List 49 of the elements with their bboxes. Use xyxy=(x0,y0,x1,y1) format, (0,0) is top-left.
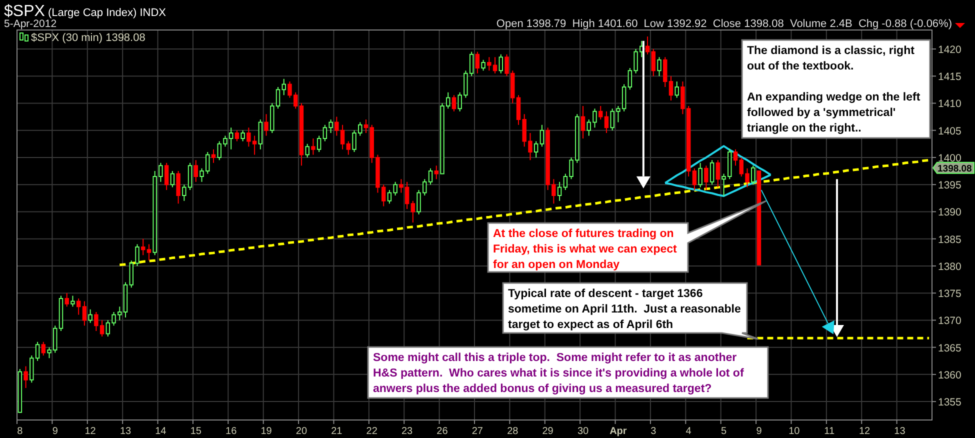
y-tick-label: 1405 xyxy=(938,125,962,138)
annotation: At the close of futures trading on Friday, this is what we can expect for an open on Monday xyxy=(493,228,678,271)
x-tick-label: 9 xyxy=(756,426,762,437)
chart-subtitle: 5-Apr-2012 xyxy=(4,18,57,30)
y-tick-label: 1375 xyxy=(938,288,962,300)
y-tick-label: 1420 xyxy=(938,44,962,56)
x-tick-label: 22 xyxy=(366,426,378,437)
annotation: Typical rate of descent - target 1366 sometime on April 11th. Just a reasonable target to expect as of April 6th xyxy=(508,288,741,331)
x-tick-label: 11 xyxy=(824,426,835,437)
x-tick-label: 20 xyxy=(296,426,308,437)
x-tick-label: 4 xyxy=(686,426,692,437)
x-tick-label: Apr xyxy=(610,426,627,437)
x-tick-label: 5 xyxy=(721,426,727,437)
x-tick-label: 12 xyxy=(858,426,871,437)
y-tick-label: 1360 xyxy=(938,369,962,382)
y-tick-label: 1410 xyxy=(938,98,962,110)
x-tick-label: 9 xyxy=(52,426,58,437)
y-tick-label: 1385 xyxy=(938,234,962,246)
x-tick-label: 21 xyxy=(331,426,343,437)
x-tick-label: 13 xyxy=(894,426,906,437)
x-tick-label: 19 xyxy=(260,426,272,437)
annotation: Open 1398.79 High 1401.60 Low 1392.92 Close 1398.08 Volume 2.4B Chg -0.88 (-0.06%) xyxy=(496,18,952,30)
y-tick-label: 1390 xyxy=(938,206,962,219)
y-tick-label: 1415 xyxy=(938,71,962,84)
annotation: Some might call this a triple top. Some might refer to it as another H&S pattern. Who cares what it is since it's providing a whole lot of anwers plus the added bonus of giving us a measured target? xyxy=(373,352,744,395)
x-tick-label: 3 xyxy=(650,426,657,437)
x-tick-label: 29 xyxy=(542,426,554,437)
x-tick-label: 26 xyxy=(436,426,448,437)
y-tick-label: 1380 xyxy=(938,260,962,273)
x-tick-label: 16 xyxy=(226,426,238,437)
x-tick-label: 23 xyxy=(401,426,414,437)
x-tick-label: 14 xyxy=(155,426,167,437)
x-tick-label: 27 xyxy=(472,426,484,437)
y-tick-label: 1365 xyxy=(938,342,962,354)
y-tick-label: 1400 xyxy=(938,152,962,164)
y-tick-label: 1370 xyxy=(938,315,962,328)
text: 1398.08 xyxy=(938,163,972,174)
y-tick-label: 1395 xyxy=(938,180,962,192)
chart-title: $SPX (Large Cap Index) INDX xyxy=(4,3,167,20)
legend-label: $SPX (30 min) 1398.08 xyxy=(31,32,146,44)
x-tick-label: 8 xyxy=(17,426,24,437)
x-tick-label: 10 xyxy=(788,426,800,437)
text: The diamond is a classic, right out of the textbook. An expanding wedge on the left followed by a 'symmetrical' triangle on the right.. xyxy=(747,45,920,134)
x-tick-label: 28 xyxy=(507,426,519,437)
x-tick-label: 12 xyxy=(84,426,96,437)
x-tick-label: 15 xyxy=(190,426,202,437)
x-tick-label: 13 xyxy=(120,426,132,437)
x-tick-label: 30 xyxy=(577,426,590,437)
y-tick-label: 1355 xyxy=(938,396,962,409)
